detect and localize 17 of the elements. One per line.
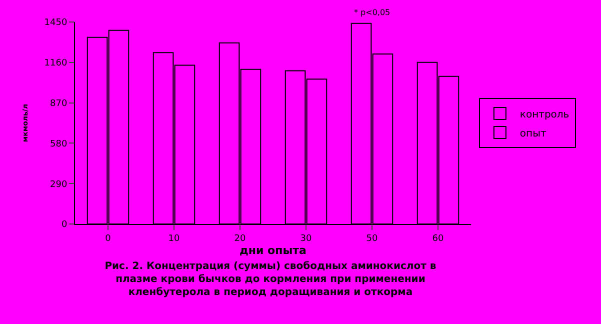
legend-label: контроль [520,109,570,120]
x-tick-label: 30 [300,234,312,244]
y-tick-label: 290 [50,180,68,190]
y-tick-label: 1450 [44,18,68,28]
legend-label: опыт [520,128,546,140]
text: Рис. 2. Концентрация (суммы) свободных аминокислот в плазме крови бычков до кормления при применении кленбутерола в период доращивания и откорма [104,260,436,298]
x-tick-label: 10 [168,234,180,244]
x-axis-title: дни опыта [240,244,306,257]
y-tick-label: 870 [50,98,68,109]
x-tick-label: 0 [105,234,112,244]
y-tick-label: 0 [61,220,68,230]
y-tick-label: 580 [50,139,68,150]
x-tick-label: 60 [432,234,444,244]
y-tick-label: 1160 [44,58,68,69]
x-tick-label: 50 [366,234,378,244]
x-tick-label: 20 [234,234,246,244]
annotation: * p<0,05 [354,8,390,17]
